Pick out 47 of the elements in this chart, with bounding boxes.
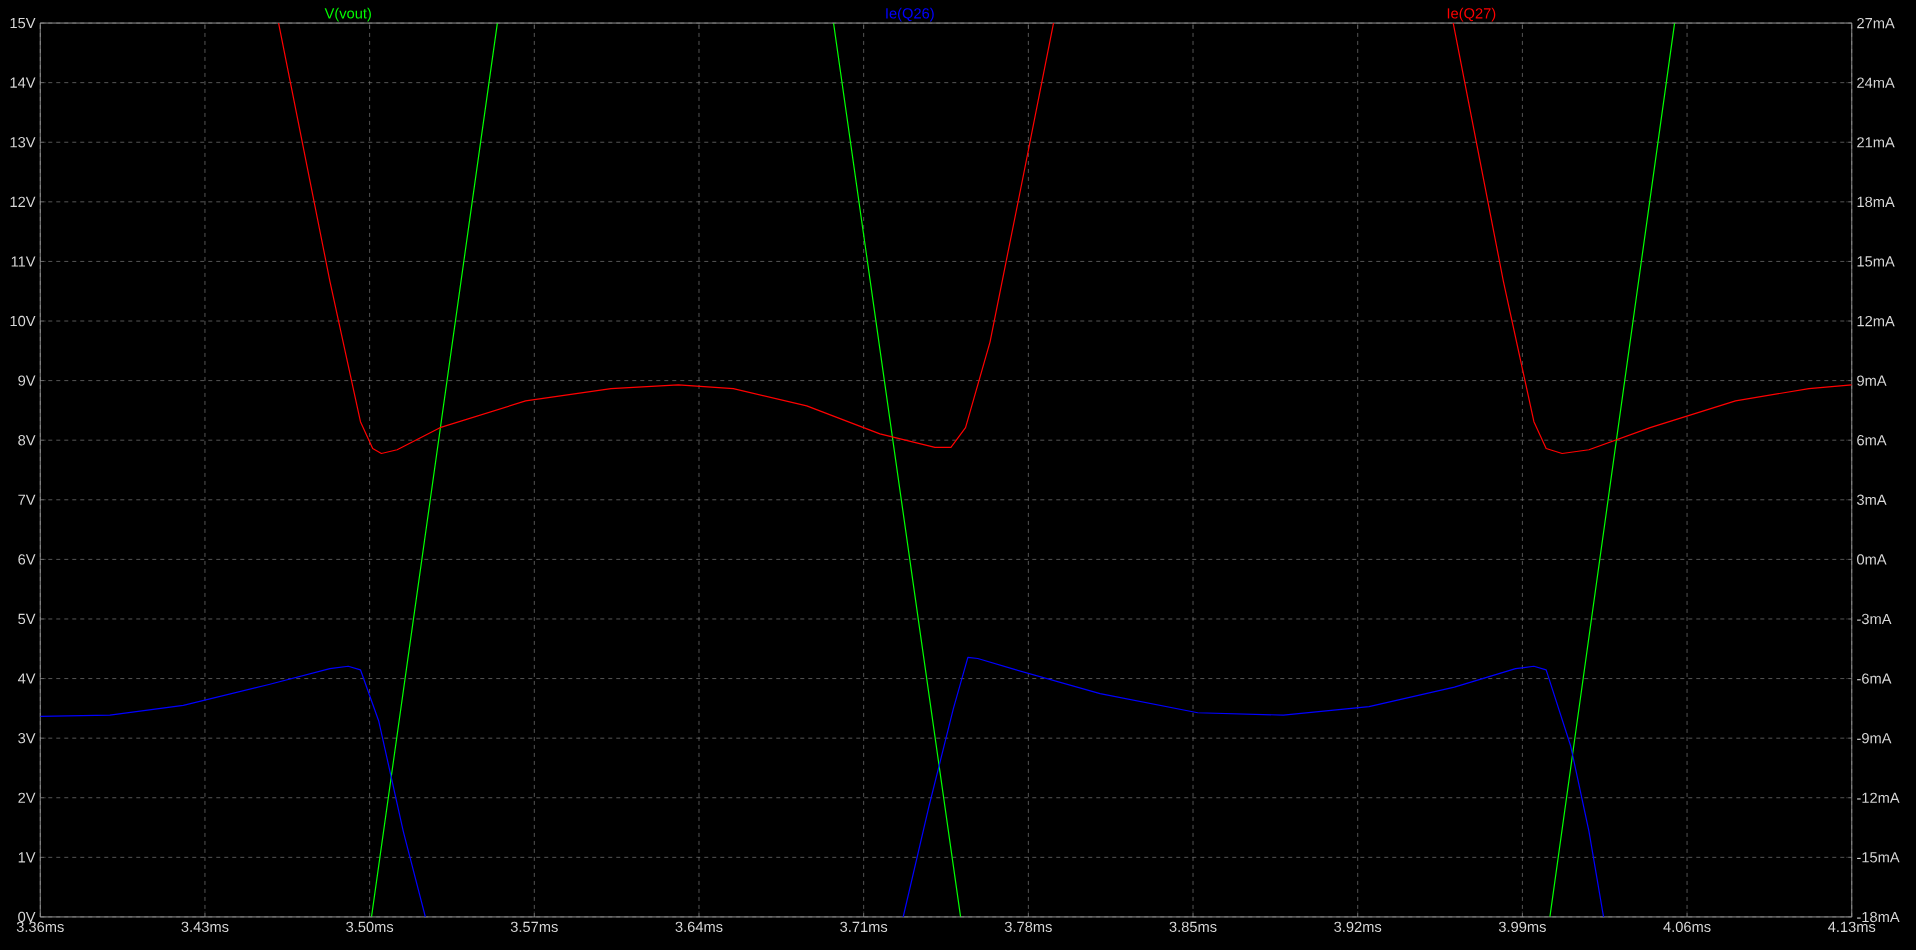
y2-tick-label: 15mA [1857, 256, 1895, 267]
y-tick-label: 11V [11, 256, 36, 267]
y-tick-label: 13V [10, 137, 36, 148]
x-tick-label: 3.85ms [1169, 921, 1217, 933]
text: Ie(Q26) [886, 7, 934, 22]
x-tick-label: 3.99ms [1498, 921, 1546, 933]
y-tick-label: 3V [18, 732, 36, 744]
y2-tick-label: 24mA [1857, 77, 1895, 88]
x-tick-label: 3.50ms [346, 921, 394, 933]
x-tick-label: 3.43ms [181, 921, 229, 933]
y-tick-label: 14V [10, 77, 36, 88]
y-tick-label: 5V [18, 613, 36, 625]
y2-tick-label: -9mA [1857, 732, 1892, 744]
y2-tick-label: -6mA [1857, 673, 1892, 684]
x-tick-label: 4.13ms [1828, 921, 1876, 933]
y2-tick-label: 3mA [1857, 494, 1887, 505]
x-tick-label: 3.36ms [16, 921, 64, 933]
x-tick-label: 3.78ms [1004, 921, 1052, 933]
text: V(vout) [324, 7, 371, 22]
x-tick-label: 3.92ms [1334, 921, 1382, 933]
y-tick-label: 6V [18, 554, 36, 565]
y-tick-label: 12V [10, 196, 36, 207]
x-tick-label: 4.06ms [1663, 921, 1711, 933]
y2-tick-label: 12mA [1857, 315, 1895, 327]
y2-tick-label: -15mA [1857, 852, 1900, 863]
x-tick-label: 3.71ms [840, 921, 888, 933]
y-tick-label: 7V [18, 494, 36, 505]
y-tick-label: 10V [10, 315, 36, 327]
y-tick-label: 8V [18, 435, 36, 446]
y-tick-label: 1V [18, 852, 36, 863]
y2-tick-label: 0mA [1857, 554, 1887, 565]
y2-tick-label: -3mA [1857, 613, 1892, 625]
y2-tick-label: 27mA [1857, 17, 1895, 29]
y2-tick-label: 18mA [1857, 196, 1895, 208]
y2-tick-label: -18mA [1857, 911, 1900, 923]
x-tick-label: 3.64ms [675, 921, 723, 933]
x-tick-label: 3.57ms [510, 921, 558, 933]
y2-tick-label: 6mA [1857, 435, 1887, 446]
y2-tick-label: 21mA [1857, 137, 1895, 148]
y-tick-label: 4V [17, 673, 36, 684]
y2-tick-label: 9mA [1857, 375, 1887, 386]
y2-tick-label: -12mA [1857, 792, 1900, 803]
series-label: Ie(Q27) [1447, 7, 1496, 22]
y-tick-label: 2V [18, 792, 36, 803]
y-tick-label: 15V [10, 17, 36, 29]
y-tick-label: 9V [18, 375, 36, 386]
y-tick-label: 0V [18, 911, 36, 923]
